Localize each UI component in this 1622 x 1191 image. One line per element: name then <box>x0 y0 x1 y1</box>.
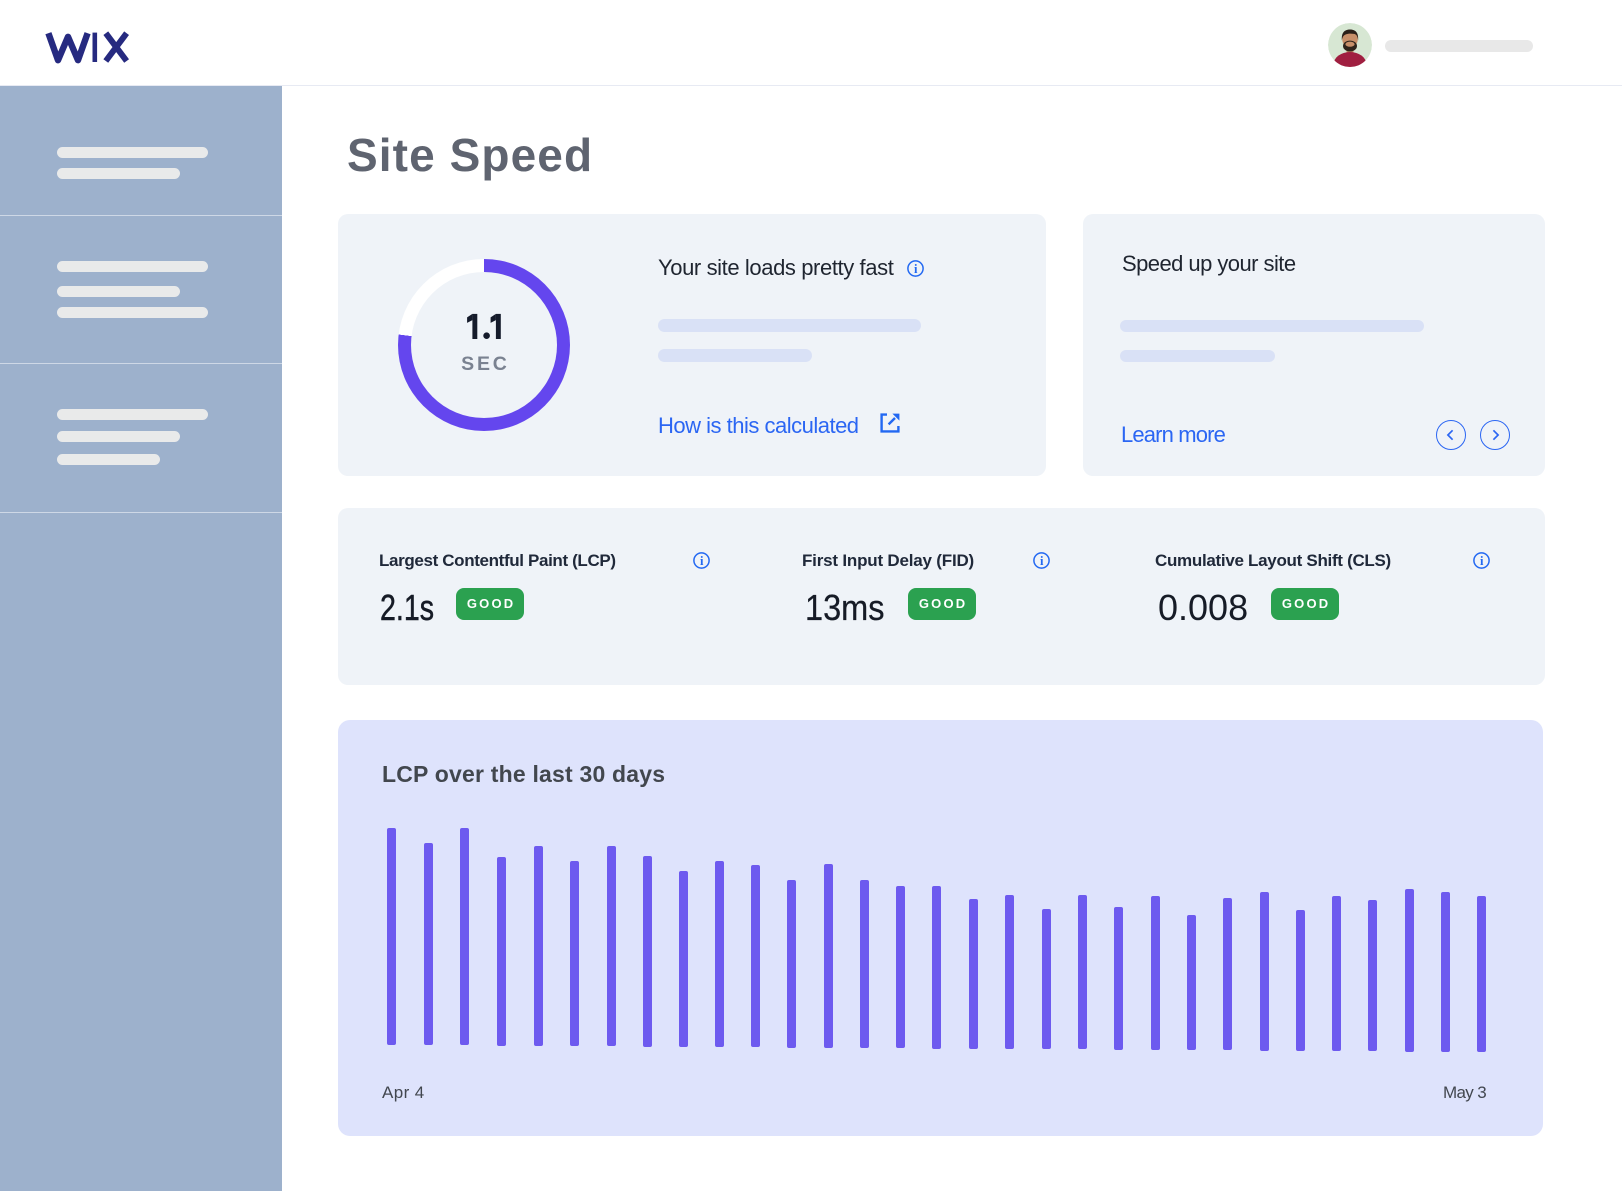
svg-text:i: i <box>700 554 704 568</box>
svg-text:i: i <box>1040 554 1044 568</box>
svg-text:i: i <box>1480 554 1484 568</box>
svg-text:i: i <box>914 262 918 276</box>
